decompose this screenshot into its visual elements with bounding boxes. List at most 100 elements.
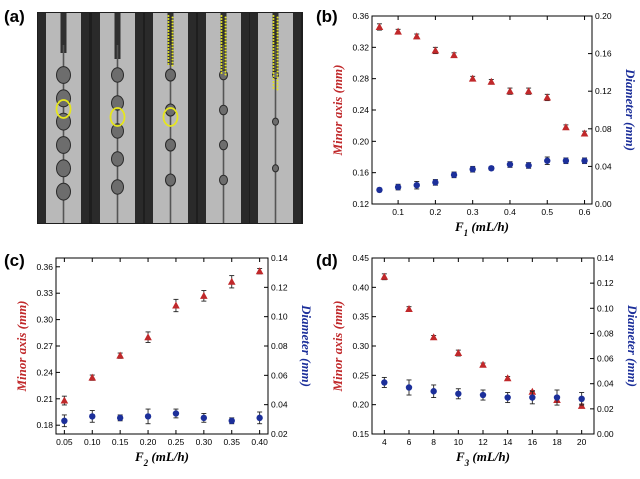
panel-label: (b) (316, 7, 338, 26)
fiber-dot (276, 82, 279, 85)
data-point-triangle (375, 22, 384, 30)
x-tick-label: 0.6 (579, 207, 591, 217)
x-tick-label: 14 (503, 437, 513, 447)
fiber-dot (167, 51, 170, 53)
fiber-dot (272, 51, 275, 53)
fiber-dot (171, 22, 174, 25)
fiber-dot (220, 66, 223, 68)
fiber-dot (224, 64, 227, 67)
fiber-dot (276, 46, 279, 49)
fiber-dot (171, 64, 174, 67)
fiber-dot (167, 63, 170, 65)
fiber-dot (220, 30, 223, 32)
fiber-dot (167, 21, 170, 23)
fiber-dot (276, 31, 279, 34)
strip-wall-left (92, 13, 100, 223)
data-point-triangle (172, 301, 180, 309)
fiber-dot (272, 36, 275, 38)
fiber-dot (167, 24, 170, 26)
data-point-triangle (380, 272, 389, 280)
fiber-dot (272, 81, 275, 83)
data-point-circle (116, 414, 124, 422)
fiber-dot (220, 33, 223, 35)
plot-frame (55, 257, 269, 435)
x-tick-label: 16 (528, 437, 538, 447)
fiber-dot (272, 69, 275, 71)
fiber-dot (224, 43, 227, 46)
y-left-tick-label: 0.16 (352, 168, 369, 178)
droplet (56, 136, 71, 154)
y-right-tick-label: 0.00 (595, 199, 612, 209)
y-right-tick-label: 0.04 (595, 161, 612, 171)
data-point-circle (89, 413, 96, 420)
x-tick-label: 4 (382, 437, 387, 447)
fiber-dot (224, 37, 227, 40)
fiber-dot (272, 66, 275, 68)
fiber-dot (224, 73, 227, 76)
chart-d: (d) 4 6 8 10 12 14 16 18 20 0.15 0.20 0.25 0.30 0.35 0.… (316, 251, 640, 468)
fiber-dot (224, 40, 227, 43)
highlight-circle (55, 99, 72, 119)
droplet (111, 123, 124, 139)
strip-wall-right (81, 13, 89, 223)
data-point-circle (506, 161, 514, 168)
data-point-triangle (580, 129, 589, 137)
micrograph-strip (250, 13, 301, 223)
fiber-dot (272, 78, 275, 80)
y-right-tick-label: 0.02 (597, 404, 614, 414)
fiber-dot (276, 61, 279, 64)
y-right-axis-title: Diameter (mm) (625, 304, 640, 387)
data-point-circle (376, 186, 383, 194)
fiber-dot (276, 88, 279, 91)
droplet (272, 117, 279, 126)
y-left-tick-label: 0.35 (352, 312, 369, 322)
data-point-triangle (506, 87, 514, 95)
x-axis-title: F1 (mL/h) (454, 219, 509, 238)
fiber-dot (276, 22, 279, 25)
strip-wall-left (198, 13, 206, 223)
y-right-tick-label: 0.12 (271, 282, 288, 292)
fiber-dot (167, 39, 170, 41)
x-axis-title-var: F (134, 449, 144, 464)
fiber-dot (171, 28, 174, 31)
y-right-tick-label: 0.08 (597, 328, 614, 338)
y-left-axis-title: Minor axis (mm) (14, 300, 29, 392)
fiber-dot (224, 16, 227, 19)
x-tick-label: 0.05 (56, 437, 73, 447)
fiber-dot (220, 39, 223, 41)
data-point-circle (61, 417, 68, 424)
y-left-tick-label: 0.24 (36, 367, 53, 377)
data-point-triangle (450, 51, 458, 59)
x-tick-label: 0.15 (112, 437, 129, 447)
fiber-dot (220, 21, 223, 23)
data-point-circle (256, 414, 263, 422)
x-axis-title-unit: (mL/h) (468, 219, 509, 234)
droplet (56, 89, 71, 108)
y-right-tick-label: 0.10 (597, 303, 614, 313)
panel-a-label: (a) (4, 7, 25, 26)
plot-frame (371, 257, 595, 435)
data-point-circle (394, 183, 402, 191)
fiber-dot (171, 52, 174, 55)
y-right-tick-label: 0.04 (271, 400, 288, 410)
fiber-dot (272, 63, 275, 65)
fiber-dot (272, 24, 275, 26)
fiber-dot (272, 30, 275, 32)
fiber-dot (272, 48, 275, 50)
data-point-triangle (227, 277, 236, 285)
droplet (111, 179, 124, 195)
strip-wall-right (293, 13, 301, 223)
data-point-circle (432, 179, 439, 186)
fiber-dot (276, 19, 279, 22)
y-right-axis-title: Diameter (mm) (299, 304, 314, 387)
x-tick-label: 0.1 (392, 207, 404, 217)
fiber-dot (224, 28, 227, 31)
data-point-circle (144, 413, 152, 420)
fiber-dot (171, 61, 174, 64)
data-point-circle (504, 394, 511, 401)
data-point-triangle (524, 87, 533, 95)
droplet (165, 138, 176, 152)
highlight-circle (109, 107, 126, 127)
fiber-dot (220, 57, 223, 59)
fiber-dot (224, 46, 227, 49)
